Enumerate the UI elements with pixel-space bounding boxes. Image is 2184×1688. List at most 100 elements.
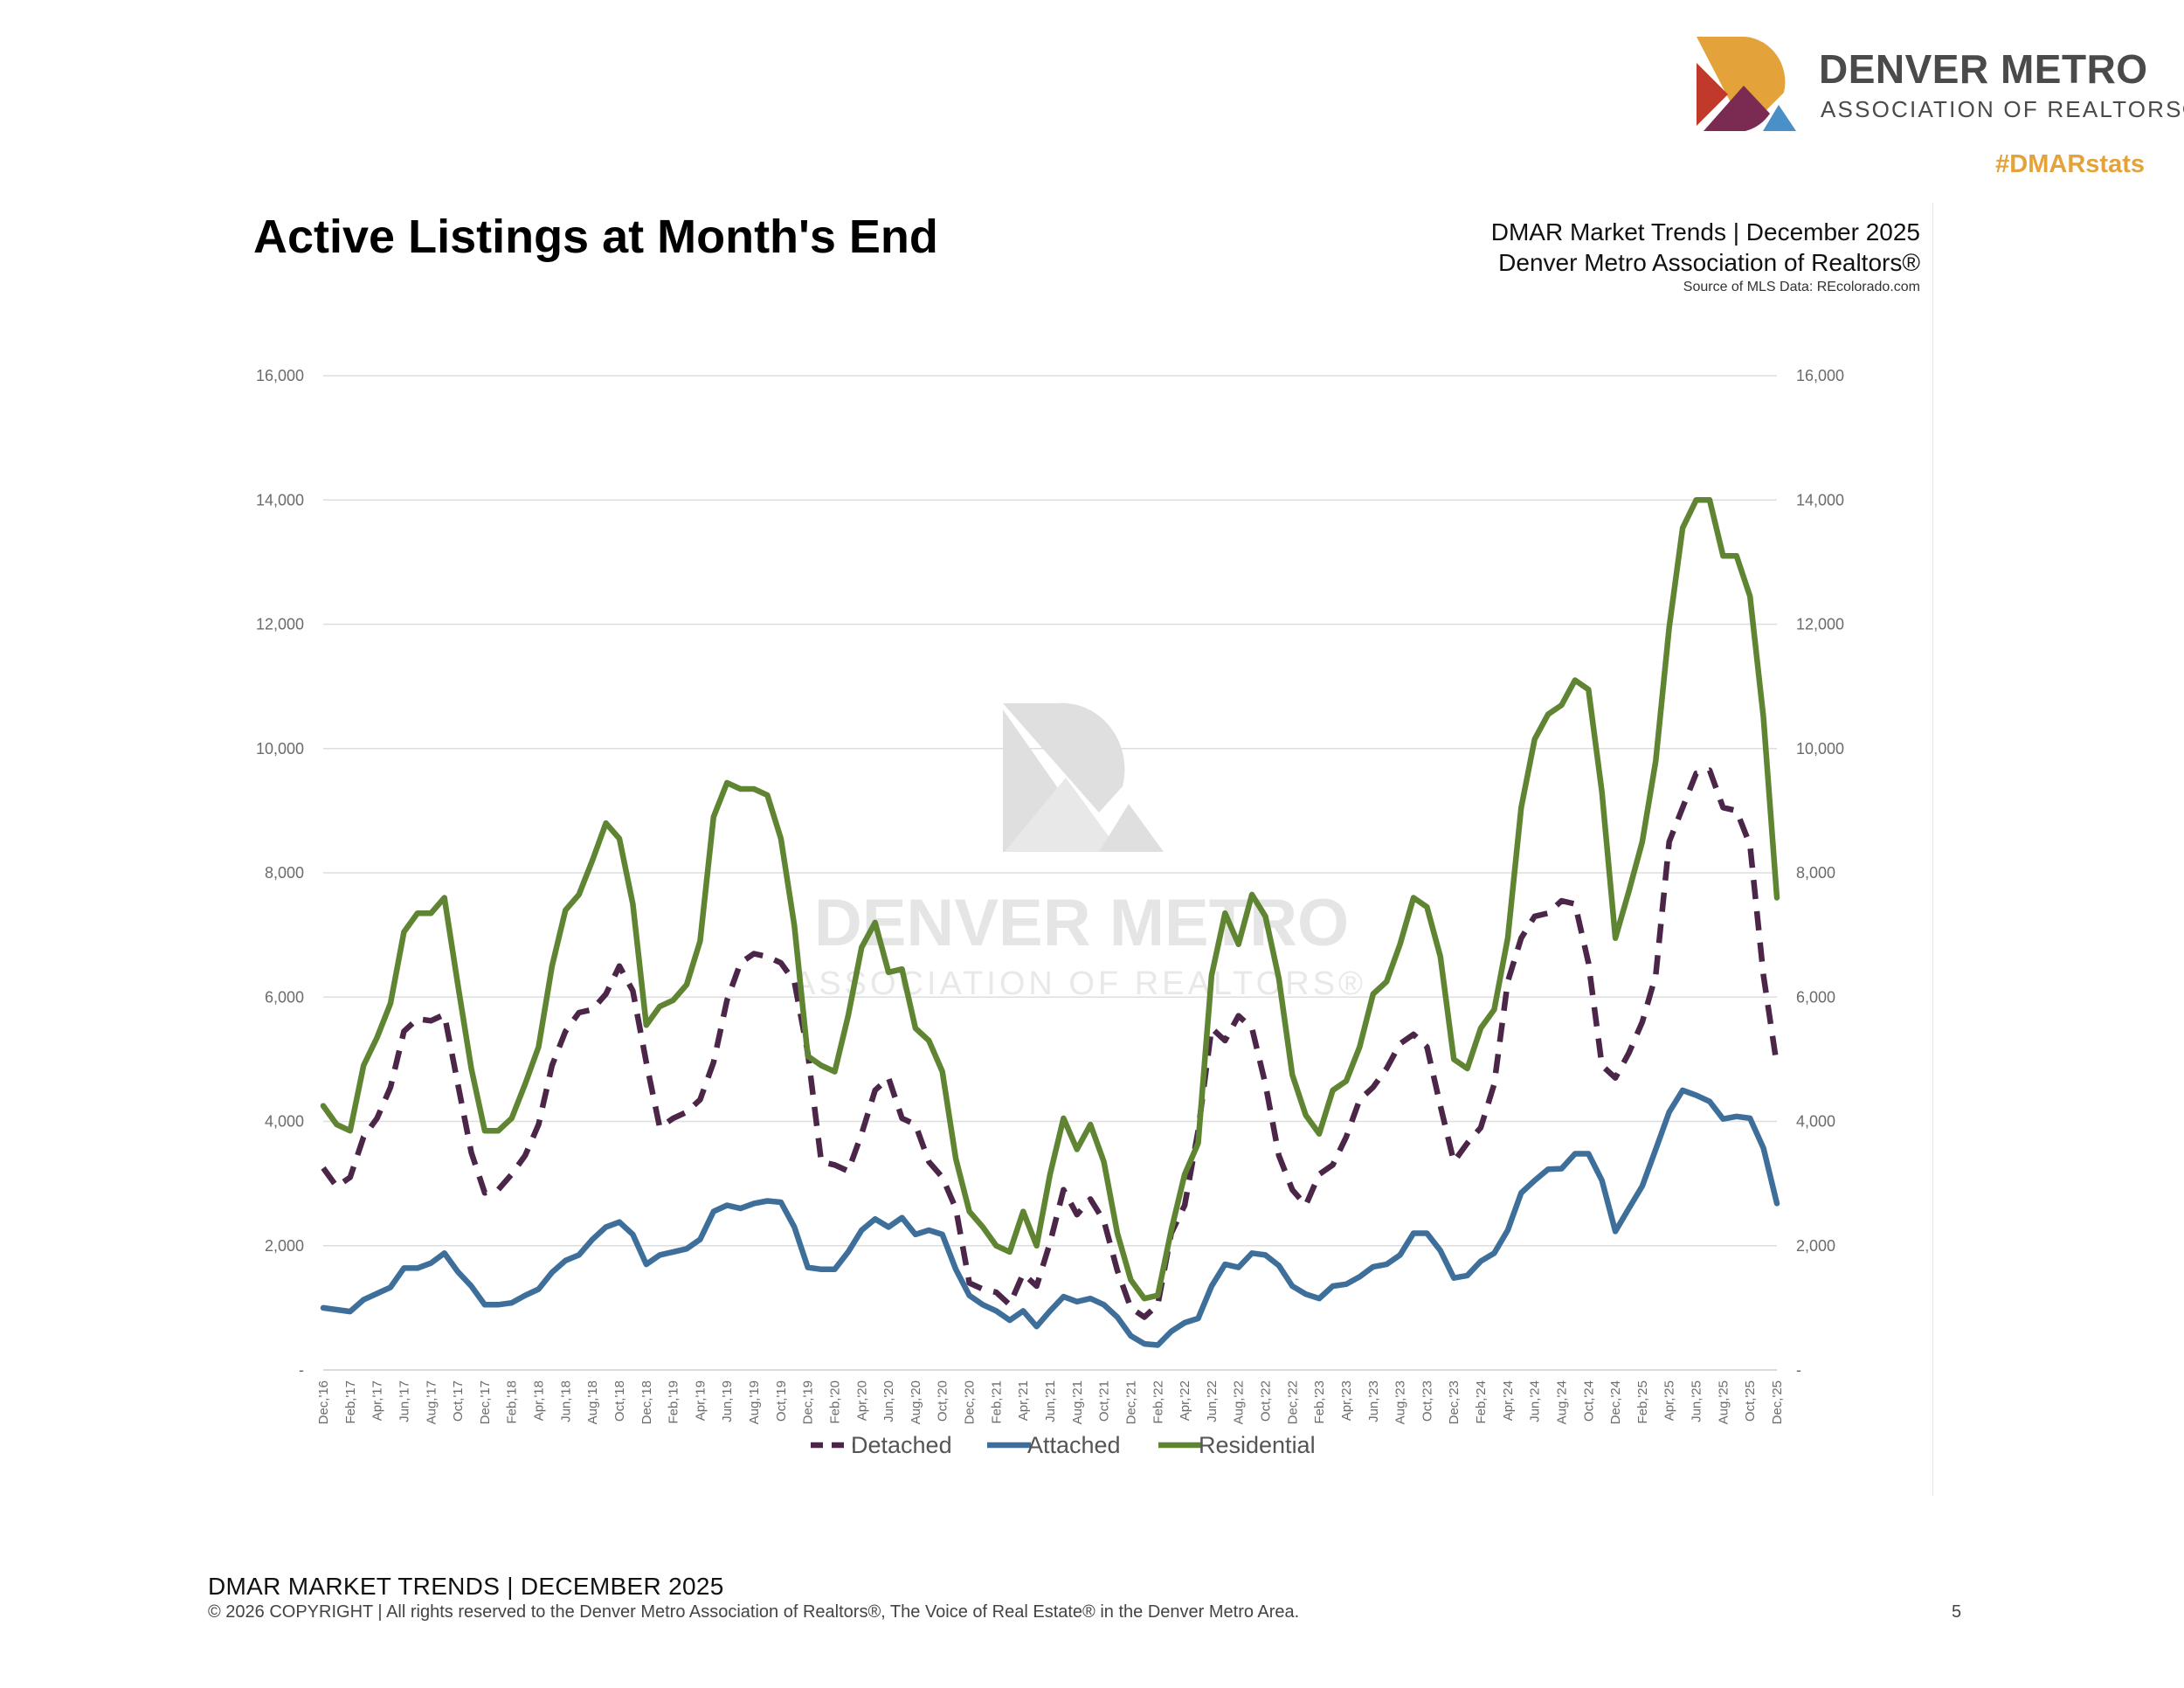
divider-line [1932,203,1933,1496]
x-tick-label: Aug,'20 [909,1380,923,1424]
x-tick-label: Aug,'17 [424,1380,439,1424]
x-tick-label: Dec,'18 [639,1380,654,1424]
x-tick-label: Oct,'19 [774,1380,789,1422]
report-title: DMAR Market Trends | December 2025 [1490,218,1920,246]
y-axis-right: - 2,000 4,000 6,000 8,000 10,000 12,000 14,000 1… [1796,367,1844,1379]
x-tick-label: Oct,'17 [451,1380,466,1422]
x-tick-label: Aug,'22 [1232,1380,1247,1424]
page-number: 5 [1952,1602,1962,1622]
x-tick-label: Feb,'17 [343,1380,358,1424]
logo-purple-shape [1704,86,1770,131]
series-line-detached [321,767,1780,1320]
x-tick-label: Dec,'21 [1123,1380,1138,1424]
x-tick-label: Jun,'17 [397,1380,411,1422]
y-axis-left: - 2,000 4,000 6,000 8,000 10,000 12,000 14,000 1… [256,367,304,1379]
x-tick-label: Dec,'17 [478,1380,493,1424]
x-tick-label: Dec,'25 [1770,1380,1785,1424]
y-tick-label-right: 4,000 [1796,1113,1835,1131]
x-tick-label: Dec,'24 [1608,1380,1623,1424]
x-tick-label: Feb,'25 [1635,1380,1650,1424]
x-tick-label: Jun,'23 [1366,1380,1381,1422]
x-tick-label: Apr,'20 [854,1380,869,1421]
x-tick-label: Oct,'23 [1420,1380,1434,1422]
x-axis: Dec,'16 Feb,'17 Apr,'17 Jun,'17 Aug,'17 Oct,'… [316,1380,1785,1424]
logo-blue-shape [1763,105,1796,131]
y-tick-label-right: 6,000 [1796,988,1835,1006]
legend-label-residential: Residential [1199,1432,1316,1458]
x-tick-label: Oct,'20 [936,1380,950,1422]
x-tick-label: Jun,'25 [1690,1380,1704,1422]
x-tick-label: Oct,'21 [1097,1380,1112,1422]
x-tick-label: Apr,'18 [532,1380,547,1421]
x-tick-label: Oct,'25 [1743,1380,1758,1422]
x-tick-label: Apr,'22 [1178,1380,1192,1421]
watermark-line1: DENVER METRO [814,886,1349,960]
footer-copyright: © 2026 COPYRIGHT | All rights reserved t… [208,1602,1300,1622]
y-tick-label-left: 2,000 [265,1237,304,1255]
grid [323,375,1777,1371]
legend-label-detached: Detached [851,1432,952,1458]
hashtag: #DMARstats [1995,150,2145,178]
x-tick-label: Feb,'21 [989,1380,1004,1424]
x-tick-label: Dec,'22 [1285,1380,1300,1424]
dmar-logo-icon [1697,37,1796,131]
x-tick-label: Apr,'19 [693,1380,708,1421]
x-tick-label: Dec,'20 [963,1380,978,1424]
x-tick-label: Apr,'21 [1016,1380,1031,1421]
footer-title: DMAR MARKET TRENDS | DECEMBER 2025 [208,1573,724,1600]
y-tick-label-left: 4,000 [265,1113,304,1131]
x-tick-label: Oct,'22 [1259,1380,1274,1422]
x-tick-label: Jun,'21 [1043,1380,1058,1422]
y-tick-label-right: 8,000 [1796,864,1835,882]
x-tick-label: Apr,'23 [1339,1380,1354,1421]
series-line-attached [320,1087,1780,1348]
x-tick-label: Oct,'24 [1581,1380,1596,1422]
y-tick-label-left: 8,000 [265,864,304,882]
y-tick-label-left: 6,000 [265,988,304,1006]
x-tick-label: Feb,'20 [827,1380,842,1424]
x-tick-label: Aug,'24 [1554,1380,1569,1424]
x-tick-label: Jun,'24 [1528,1380,1543,1422]
legend-label-attached: Attached [1027,1432,1121,1458]
x-tick-label: Dec,'16 [316,1380,331,1424]
x-tick-label: Apr,'24 [1501,1380,1516,1421]
report-org: Denver Metro Association of Realtors® [1498,249,1920,276]
report-source: Source of MLS Data: REcolorado.com [1683,280,1920,294]
x-tick-label: Feb,'18 [505,1380,520,1424]
x-tick-label: Dec,'23 [1447,1380,1462,1424]
y-tick-label-left: - [299,1361,304,1379]
y-tick-label-right: 2,000 [1796,1237,1835,1255]
series-line-residential [320,497,1780,1302]
y-tick-label-left: 16,000 [256,367,304,384]
x-tick-label: Aug,'25 [1716,1380,1731,1424]
x-tick-label: Dec,'19 [801,1380,816,1424]
x-tick-label: Oct,'18 [612,1380,627,1422]
x-tick-label: Feb,'23 [1312,1380,1327,1424]
x-tick-label: Apr,'17 [370,1380,385,1421]
x-tick-label: Feb,'24 [1474,1380,1489,1424]
y-tick-label-left: 10,000 [256,740,304,758]
watermark: DENVER METRO ASSOCIATION OF REALTORS® [793,702,1363,1002]
y-tick-label-right: 12,000 [1796,616,1844,633]
x-tick-label: Apr,'25 [1662,1380,1677,1421]
x-tick-label: Jun,'20 [881,1380,896,1422]
page-title: Active Listings at Month's End [253,211,938,263]
legend: Detached Attached Residential [811,1432,1316,1458]
series [320,497,1780,1348]
y-tick-label-left: 12,000 [256,616,304,633]
x-tick-label: Jun,'18 [558,1380,573,1422]
y-tick-label-right: 10,000 [1796,740,1844,758]
y-tick-label-left: 14,000 [256,491,304,508]
brand-name: DENVER METRO [1819,46,2148,92]
y-tick-label-right: 14,000 [1796,491,1844,508]
x-tick-label: Aug,'23 [1393,1380,1408,1424]
x-tick-label: Feb,'22 [1151,1380,1165,1424]
y-tick-label-right: - [1796,1361,1801,1379]
x-tick-label: Aug,'19 [747,1380,762,1424]
x-tick-label: Feb,'19 [667,1380,681,1424]
x-tick-label: Aug,'21 [1070,1380,1085,1424]
x-tick-label: Aug,'18 [585,1380,600,1424]
brand-subtitle: ASSOCIATION OF REALTORS® [1821,96,2184,122]
y-tick-label-right: 16,000 [1796,367,1844,384]
